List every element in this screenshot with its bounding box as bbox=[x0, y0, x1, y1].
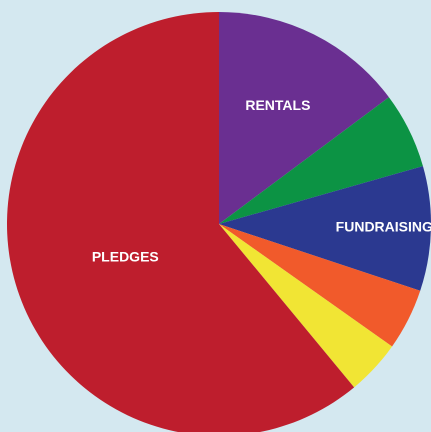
pie-slice-5 bbox=[219, 224, 393, 388]
pie-slice-2 bbox=[219, 97, 423, 224]
slice-label-rentals: RENTALS bbox=[245, 97, 310, 113]
slice-label-pledges: PLEDGES bbox=[92, 249, 159, 265]
pie-slice-rentals bbox=[219, 12, 389, 224]
pie-slice-fundraising bbox=[219, 166, 431, 291]
pie-slice-pledges bbox=[7, 12, 355, 432]
slice-label-fundraising: FUNDRAISING bbox=[336, 218, 431, 234]
pie-slice-4 bbox=[219, 224, 421, 347]
